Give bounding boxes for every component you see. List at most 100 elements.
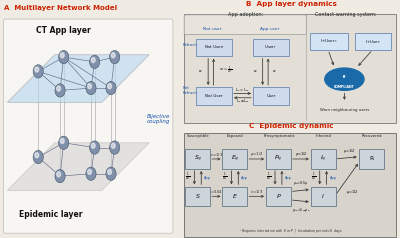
Text: $\alpha$: $\alpha$ xyxy=(253,68,257,74)
Circle shape xyxy=(55,169,65,183)
Text: $\frac{1}{10}$: $\frac{1}{10}$ xyxy=(222,172,228,183)
Text: $I$+User: $I$+User xyxy=(365,38,381,45)
Text: CT App layer: CT App layer xyxy=(36,26,91,35)
Text: App: App xyxy=(204,176,211,180)
FancyBboxPatch shape xyxy=(311,149,336,169)
FancyBboxPatch shape xyxy=(4,19,173,233)
Text: $I$+User$_c$: $I$+User$_c$ xyxy=(320,38,338,45)
Text: B  App layer dynamics: B App layer dynamics xyxy=(246,1,336,7)
Text: $I$: $I$ xyxy=(321,192,325,200)
Circle shape xyxy=(111,143,115,148)
Text: $^*$Requires interaction with E or P  |  Incubation period= 6 days: $^*$Requires interaction with E or P | I… xyxy=(239,227,343,236)
Text: $P$: $P$ xyxy=(276,192,281,200)
Text: $\rho_{np}\!=\!1\!-\!\rho_p$: $\rho_{np}\!=\!1\!-\!\rho_p$ xyxy=(292,206,310,213)
Text: Exposed: Exposed xyxy=(227,134,244,138)
FancyBboxPatch shape xyxy=(185,187,210,206)
FancyBboxPatch shape xyxy=(185,149,210,169)
Text: $\mu\!=\!1/2$: $\mu\!=\!1/2$ xyxy=(343,147,356,155)
Text: Not
Refractory: Not Refractory xyxy=(183,86,203,95)
Text: Not User$_r$: Not User$_r$ xyxy=(204,44,225,51)
Text: $\rho_p\!=\!0.5\rho$: $\rho_p\!=\!0.5\rho$ xyxy=(293,179,309,187)
FancyBboxPatch shape xyxy=(266,187,291,206)
Text: $ce=\!\frac{1}{10}$: $ce=\!\frac{1}{10}$ xyxy=(220,65,233,76)
FancyBboxPatch shape xyxy=(222,187,247,206)
Text: A  Multilayer Network Model: A Multilayer Network Model xyxy=(4,5,117,11)
Text: Warn neighbouring users: Warn neighbouring users xyxy=(320,108,369,112)
Text: $\epsilon\!=\!1/3$: $\epsilon\!=\!1/3$ xyxy=(210,151,223,158)
Circle shape xyxy=(86,81,96,95)
FancyBboxPatch shape xyxy=(222,149,247,169)
Text: $S_q$: $S_q$ xyxy=(194,154,202,164)
Circle shape xyxy=(59,50,69,64)
Circle shape xyxy=(55,84,65,97)
Circle shape xyxy=(110,50,120,64)
Text: Recovered: Recovered xyxy=(362,134,382,138)
Text: $\epsilon\!=\!1/3$: $\epsilon\!=\!1/3$ xyxy=(250,188,263,195)
Text: $S$: $S$ xyxy=(195,192,201,200)
Text: If: If xyxy=(343,75,346,79)
Circle shape xyxy=(325,68,364,90)
Text: $\beta\!=\!0.045$: $\beta\!=\!0.045$ xyxy=(208,188,225,196)
Circle shape xyxy=(90,55,100,69)
FancyBboxPatch shape xyxy=(184,14,396,123)
Text: $\rho\!=\!1/2$: $\rho\!=\!1/2$ xyxy=(294,150,307,158)
FancyBboxPatch shape xyxy=(358,149,384,169)
Text: Bijective
coupling: Bijective coupling xyxy=(147,114,170,124)
Circle shape xyxy=(57,172,60,177)
Circle shape xyxy=(60,139,64,144)
Text: Refractory: Refractory xyxy=(183,43,203,47)
Circle shape xyxy=(88,169,92,174)
Circle shape xyxy=(57,86,60,91)
Text: User: User xyxy=(266,94,276,98)
Text: $I_{ds}>I_{ms}$: $I_{ds}>I_{ms}$ xyxy=(235,86,250,94)
Text: Contact-warning system:: Contact-warning system: xyxy=(315,12,376,17)
Text: $\mu\!=\!1/2$: $\mu\!=\!1/2$ xyxy=(346,188,358,196)
Text: App adoption:: App adoption: xyxy=(228,12,263,17)
Text: R: R xyxy=(369,157,373,162)
Text: Not User: Not User xyxy=(205,94,223,98)
Text: App: App xyxy=(242,176,248,180)
Text: $\alpha$: $\alpha$ xyxy=(272,68,277,74)
Text: $\rho\!=\!1/2$: $\rho\!=\!1/2$ xyxy=(250,150,263,158)
Text: App user: App user xyxy=(260,27,279,31)
Text: $\frac{1}{10}$: $\frac{1}{10}$ xyxy=(266,172,271,183)
Circle shape xyxy=(91,143,95,148)
Text: C  Epidemic dynamic: C Epidemic dynamic xyxy=(249,123,333,129)
Circle shape xyxy=(35,153,39,158)
FancyBboxPatch shape xyxy=(310,33,348,50)
Text: $I_q$: $I_q$ xyxy=(320,154,326,164)
Circle shape xyxy=(108,169,112,174)
Text: Epidemic layer: Epidemic layer xyxy=(19,210,83,219)
Circle shape xyxy=(59,136,69,149)
Circle shape xyxy=(110,141,120,154)
Circle shape xyxy=(60,53,64,58)
Text: Susceptible: Susceptible xyxy=(187,134,210,138)
Polygon shape xyxy=(7,55,149,102)
Circle shape xyxy=(111,53,115,58)
FancyBboxPatch shape xyxy=(253,87,289,104)
Text: $\frac{1}{10}$: $\frac{1}{10}$ xyxy=(185,172,191,183)
Text: App: App xyxy=(285,176,292,180)
FancyBboxPatch shape xyxy=(196,39,232,56)
Text: $I_{ds}\!\leq\!I_{ms}$: $I_{ds}\!\leq\!I_{ms}$ xyxy=(236,97,249,105)
Text: Not user: Not user xyxy=(203,27,222,31)
Circle shape xyxy=(33,150,43,164)
FancyBboxPatch shape xyxy=(311,187,336,206)
Text: App: App xyxy=(330,176,336,180)
Polygon shape xyxy=(7,143,149,190)
FancyBboxPatch shape xyxy=(196,87,232,104)
Text: $\frac{1}{10}$: $\frac{1}{10}$ xyxy=(311,172,316,183)
Text: $P_q$: $P_q$ xyxy=(274,154,283,164)
Circle shape xyxy=(108,84,112,89)
Circle shape xyxy=(90,141,100,154)
Text: $E_q$: $E_q$ xyxy=(230,154,239,164)
Text: Infected: Infected xyxy=(316,134,332,138)
Text: User$_r$: User$_r$ xyxy=(264,44,277,51)
Circle shape xyxy=(35,67,39,72)
FancyBboxPatch shape xyxy=(184,133,396,237)
FancyBboxPatch shape xyxy=(355,33,391,50)
FancyBboxPatch shape xyxy=(184,15,306,35)
Text: $\alpha$: $\alpha$ xyxy=(198,68,203,74)
Circle shape xyxy=(106,167,116,180)
FancyBboxPatch shape xyxy=(253,39,289,56)
